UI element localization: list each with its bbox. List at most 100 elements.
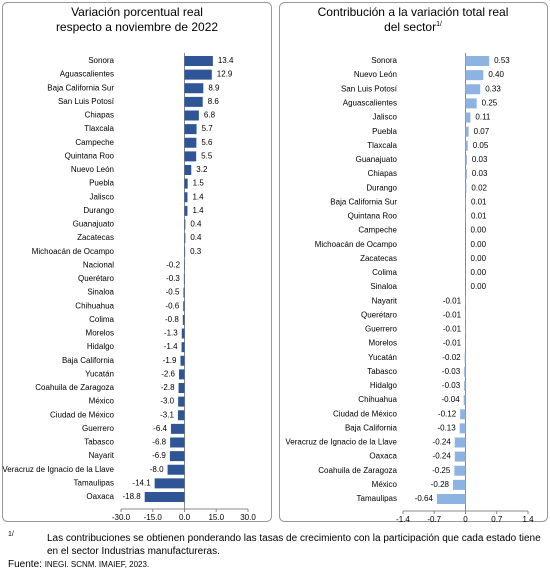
category-label: Chihuahua (358, 395, 397, 404)
value-label: -2.8 (161, 383, 175, 392)
category-label: Querétaro (361, 310, 398, 319)
value-label: -0.12 (438, 409, 457, 418)
bar (184, 178, 188, 189)
value-label: 1.4 (192, 206, 204, 215)
bar (170, 437, 185, 448)
chart: Variación porcentual real respecto a nov… (2, 2, 548, 524)
bar (184, 151, 197, 162)
bar (465, 140, 468, 151)
chart-title: del sector1/ (384, 20, 442, 34)
value-label: -0.8 (165, 315, 179, 324)
category-label: Jalisco (373, 113, 398, 122)
value-label: 0.00 (471, 268, 487, 277)
value-label: -0.03 (442, 367, 461, 376)
x-tick-label: 0.0 (179, 513, 191, 522)
category-label: Coahuila de Zaragoza (318, 466, 397, 475)
value-label: 12.9 (217, 70, 233, 79)
bar (181, 328, 185, 339)
chart-title: respecto a noviembre de 2022 (56, 20, 218, 34)
bar (184, 137, 197, 148)
bar (454, 465, 466, 476)
value-label: -0.03 (442, 381, 461, 390)
bar (184, 110, 199, 121)
value-label: -3.0 (160, 397, 174, 406)
category-label: Tlaxcala (84, 124, 114, 133)
bar (464, 352, 466, 363)
value-label: 0.00 (471, 282, 487, 291)
category-label: Puebla (372, 127, 397, 136)
bar (183, 301, 185, 312)
value-label: -2.6 (161, 369, 175, 378)
bar (184, 233, 186, 244)
category-label: Nuevo León (354, 70, 397, 79)
category-label: Tamaulipas (74, 478, 114, 487)
panel-frame (2, 2, 272, 522)
category-label: Baja California Sur (330, 197, 397, 206)
value-label: 1.4 (192, 192, 204, 201)
value-label: -0.5 (166, 288, 180, 297)
value-label: 8.9 (208, 83, 220, 92)
bar (465, 169, 467, 180)
category-label: Querétaro (78, 274, 115, 283)
bar (465, 70, 484, 81)
category-label: Michoacán de Ocampo (315, 240, 398, 249)
value-label: 0.02 (471, 183, 487, 192)
category-label: Zacatecas (77, 233, 114, 242)
title-note: 1/ (436, 21, 442, 28)
category-label: Aguascalientes (60, 70, 114, 79)
bar (184, 165, 192, 175)
x-tick-label: -0.7 (427, 515, 441, 524)
bar (464, 366, 466, 377)
category-label: Nacional (83, 260, 114, 269)
category-label: Nuevo León (71, 165, 114, 174)
chart-title: Contribución a la variación total real (318, 5, 509, 19)
bar (463, 395, 466, 406)
value-label: -1.3 (164, 329, 178, 338)
value-label: -6.4 (153, 424, 167, 433)
bar (167, 464, 185, 475)
category-label: San Luis Potosí (58, 97, 115, 106)
category-label: Chihuahua (75, 301, 114, 310)
value-label: -0.2 (166, 260, 180, 269)
value-label: -8.0 (150, 465, 164, 474)
panel-frame (279, 2, 548, 522)
category-label: Ciudad de México (333, 409, 398, 418)
category-label: Colima (372, 268, 397, 277)
category-label: Morelos (86, 329, 114, 338)
value-label: -6.8 (152, 438, 166, 447)
value-label: 0.40 (488, 70, 504, 79)
value-label: 0.05 (473, 141, 489, 150)
category-label: Veracruz de Ignacio de la Llave (285, 438, 397, 447)
source-label: Fuente: (8, 559, 42, 570)
bar (464, 380, 466, 391)
x-tick-label: 1.4 (522, 515, 534, 524)
bar (169, 451, 185, 462)
bar (465, 154, 467, 165)
category-label: Quintana Roo (348, 212, 398, 221)
category-label: Jalisco (90, 192, 115, 201)
value-label: -0.24 (433, 438, 452, 447)
value-label: -1.9 (163, 356, 177, 365)
bar (144, 492, 185, 502)
category-label: Hidalgo (370, 381, 398, 390)
bar (180, 355, 185, 366)
category-label: San Luis Potosí (341, 84, 398, 93)
value-label: -14.1 (132, 478, 151, 487)
footnote-text: Las contribuciones se obtienen ponderand… (47, 533, 541, 557)
category-label: Guerrero (82, 424, 115, 433)
category-label: Morelos (369, 339, 397, 348)
value-label: 3.2 (196, 165, 208, 174)
value-label: 0.25 (482, 98, 498, 107)
category-label: Hidalgo (87, 342, 115, 351)
bar (181, 342, 185, 353)
value-label: -0.24 (433, 452, 452, 461)
bar (465, 56, 490, 66)
category-label: Yucatán (368, 353, 397, 362)
bar (465, 84, 481, 95)
category-label: Sinaloa (370, 282, 397, 291)
category-label: Ciudad de México (50, 410, 115, 419)
value-label: 0.00 (471, 226, 487, 235)
category-label: México (89, 397, 115, 406)
category-label: Coahuila de Zaragoza (35, 383, 114, 392)
